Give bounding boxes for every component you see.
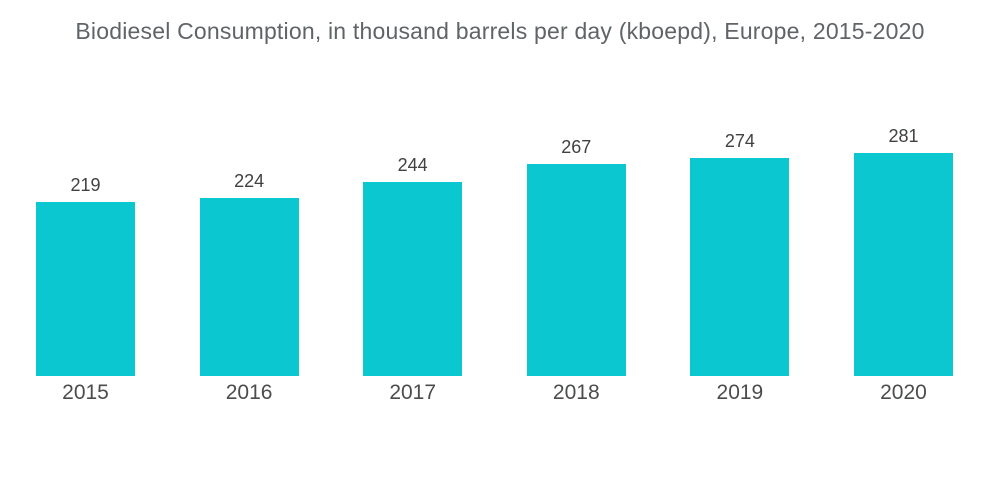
x-axis-category-label: 2016: [225, 381, 273, 404]
x-axis-category-label: 2015: [62, 381, 109, 404]
bar-value-label: 274: [724, 131, 755, 151]
bar: [36, 202, 135, 376]
bar-column: 274 2019: [690, 131, 790, 410]
bar-column: 267 2018: [526, 137, 626, 410]
bar: [526, 164, 626, 376]
x-axis-category-label: 2018: [552, 381, 600, 404]
x-axis-category-label: 2020: [880, 381, 927, 404]
bar-value-label: 244: [397, 155, 428, 175]
bar-value-label: 219: [70, 175, 101, 195]
bar-value-label: 281: [888, 126, 919, 146]
bar-column: 244 2017: [363, 155, 463, 410]
bar-column: 219 2015: [36, 175, 135, 410]
bar-value-label: 267: [561, 137, 592, 157]
bar: [363, 182, 463, 376]
bar-value-label: 224: [234, 171, 265, 191]
bar: [690, 158, 790, 376]
bar-column: 224 2016: [199, 171, 299, 410]
bar: [199, 198, 299, 376]
bar-column: 281 2020: [853, 126, 953, 410]
x-axis-category-label: 2017: [389, 381, 437, 404]
bar-chart-plot-area: 219 2015 224 2016 244 2017 267 2018 274 2019 281 20…: [36, 0, 953, 410]
x-axis-category-label: 2019: [716, 381, 764, 404]
chart-title: Biodiesel Consumption, in thousand barre…: [75, 18, 925, 44]
bar: [853, 153, 953, 376]
